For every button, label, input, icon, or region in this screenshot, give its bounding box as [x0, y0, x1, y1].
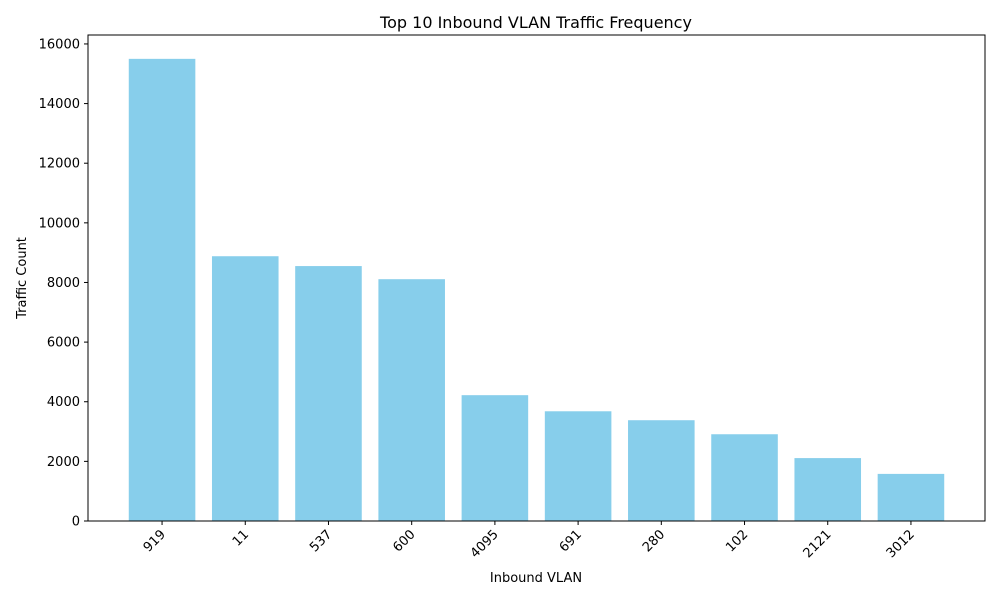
y-axis: 0 2000 4000 6000 8000 10000 12000 14000 16000 [39, 37, 88, 530]
x-axis: 919 11 537 600 4095 691 280 102 2121 3012 [141, 521, 918, 561]
x-tick-label-919: 919 [141, 527, 169, 555]
bar-600 [378, 279, 445, 521]
x-tick-label-691: 691 [557, 527, 585, 555]
chart-title: Top 10 Inbound VLAN Traffic Frequency [379, 13, 692, 32]
x-tick-label-280: 280 [640, 527, 668, 555]
y-axis-title: Traffic Count [15, 237, 30, 320]
y-tick-label-12000: 12000 [39, 157, 80, 172]
bar-4095 [461, 395, 529, 521]
y-tick-label-6000: 6000 [47, 336, 80, 351]
x-tick-label-2121: 2121 [801, 527, 835, 561]
bar-280 [628, 420, 695, 521]
y-tick-label-2000: 2000 [47, 455, 80, 470]
x-tick-label-3012: 3012 [884, 527, 918, 561]
y-tick-label-4000: 4000 [47, 395, 80, 410]
x-tick-label-11: 11 [230, 527, 252, 549]
bar-3012 [877, 473, 945, 521]
y-tick-label-14000: 14000 [39, 97, 80, 112]
x-tick-label-600: 600 [390, 527, 418, 555]
y-tick-label-10000: 10000 [39, 216, 80, 231]
bar-102 [711, 434, 778, 521]
bar-2121 [794, 458, 862, 521]
x-tick-label-537: 537 [307, 527, 335, 555]
bar-691 [544, 411, 612, 521]
bar-11 [211, 256, 279, 521]
y-tick-label-8000: 8000 [47, 276, 80, 291]
x-tick-label-102: 102 [723, 527, 751, 555]
y-tick-label-16000: 16000 [39, 37, 80, 52]
bar-919 [128, 58, 196, 521]
y-tick-label-0: 0 [72, 515, 80, 530]
x-axis-title: Inbound VLAN [490, 571, 582, 586]
x-tick-label-4095: 4095 [468, 527, 502, 561]
bar-537 [295, 266, 362, 521]
plot-frame [87, 34, 986, 522]
plot-area [87, 34, 986, 522]
